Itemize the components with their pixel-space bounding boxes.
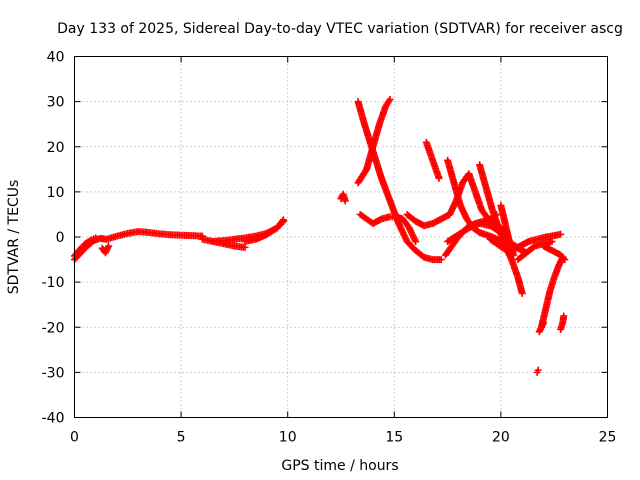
data-point bbox=[435, 174, 443, 182]
y-tick-label: 0 bbox=[56, 230, 65, 246]
x-tick-label: 25 bbox=[599, 430, 617, 446]
series-seg8 bbox=[354, 98, 445, 264]
series-seg25 bbox=[557, 312, 568, 334]
series-seg2 bbox=[71, 234, 100, 260]
data-point bbox=[279, 216, 287, 224]
x-tick-label: 15 bbox=[385, 430, 403, 446]
data-point bbox=[412, 238, 420, 246]
grid bbox=[74, 56, 608, 418]
y-tick-label: 40 bbox=[47, 50, 65, 66]
data-point bbox=[518, 289, 526, 297]
x-tick-label: 10 bbox=[279, 430, 297, 446]
data-point bbox=[560, 312, 568, 320]
x-axis-label: GPS time / hours bbox=[281, 458, 398, 474]
series-seg10 bbox=[356, 210, 420, 246]
data-point bbox=[557, 230, 565, 238]
series-seg6 bbox=[241, 216, 287, 246]
y-tick-label: 20 bbox=[47, 140, 65, 156]
plot-frame bbox=[74, 56, 608, 418]
data-point bbox=[437, 256, 445, 264]
data-point bbox=[278, 217, 286, 225]
series-seg21 bbox=[514, 238, 556, 264]
data-point bbox=[341, 197, 349, 205]
data-point bbox=[534, 366, 542, 374]
series-seg20 bbox=[508, 230, 565, 255]
series-seg11 bbox=[403, 210, 454, 230]
series-seg9 bbox=[354, 95, 394, 187]
data-point bbox=[540, 319, 548, 327]
y-tick-label: -30 bbox=[42, 365, 65, 381]
series-seg24 bbox=[535, 319, 548, 336]
y-axis-label: SDTVAR / TECUs bbox=[6, 180, 22, 295]
series-seg12 bbox=[422, 138, 443, 182]
data-point bbox=[548, 238, 556, 246]
y-tick-label: -40 bbox=[42, 411, 65, 427]
chart-title: Day 133 of 2025, Sidereal Day-to-day VTE… bbox=[57, 21, 623, 37]
series-seg1 bbox=[71, 228, 206, 264]
data-point bbox=[92, 234, 100, 242]
x-tick-label: 20 bbox=[492, 430, 510, 446]
y-tick-label: -10 bbox=[42, 275, 65, 291]
series-seg15 bbox=[446, 170, 511, 241]
data-point bbox=[241, 243, 249, 251]
data-point bbox=[386, 95, 394, 103]
y-tick-label: 10 bbox=[47, 185, 65, 201]
series-seg26 bbox=[533, 366, 542, 376]
series-seg3 bbox=[98, 242, 113, 257]
data-points bbox=[71, 95, 569, 376]
series-seg7 bbox=[337, 190, 349, 205]
x-tick-label: 5 bbox=[177, 430, 186, 446]
x-tick-label: 0 bbox=[70, 430, 79, 446]
y-tick-label: 30 bbox=[47, 95, 65, 111]
y-tick-label: -20 bbox=[42, 320, 65, 336]
data-point bbox=[559, 253, 567, 261]
data-point bbox=[105, 242, 113, 250]
tick-labels: 0 5 10 15 20 25 -40 -30 -20 -10 0 10 20 30 40 bbox=[42, 50, 617, 446]
